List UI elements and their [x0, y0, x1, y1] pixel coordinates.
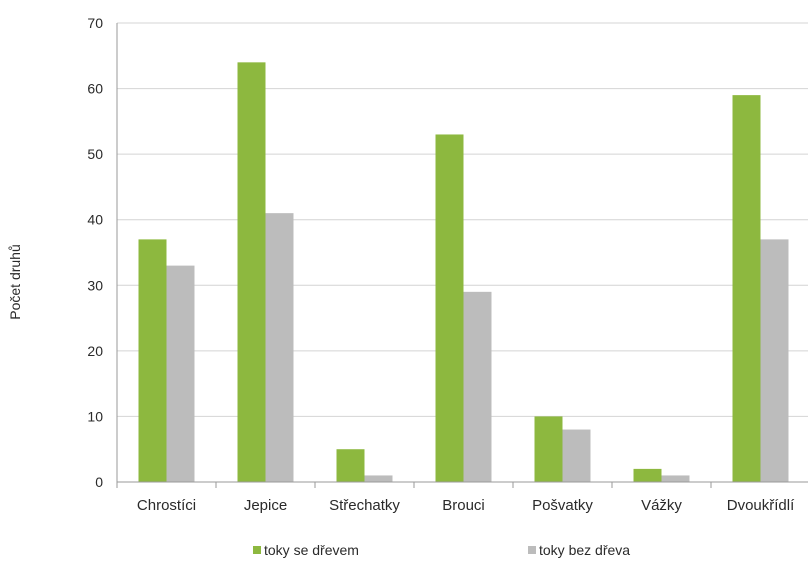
x-tick-label: Brouci: [442, 497, 485, 514]
legend-swatch: [528, 546, 536, 554]
y-axis-title: Počet druhů: [7, 244, 23, 320]
bar-with-wood: [732, 95, 761, 482]
y-tick-label: 0: [95, 474, 103, 490]
bar-with-wood: [336, 449, 365, 482]
legend-swatch: [253, 546, 261, 554]
y-tick-label: 40: [87, 212, 103, 228]
y-tick-label: 10: [87, 408, 103, 424]
x-tick-label: Vážky: [641, 497, 682, 514]
bar-without-wood: [463, 291, 492, 482]
bar-with-wood: [138, 239, 167, 482]
axes: 0 10 20 30 40 50 60 70 Chrostíci Jepice Střechatky…: [87, 15, 808, 514]
bar-without-wood: [265, 213, 294, 482]
y-tick-label: 70: [87, 15, 103, 31]
y-tick-label: 20: [87, 343, 103, 359]
bar-with-wood: [435, 134, 464, 482]
y-tick-label: 30: [87, 277, 103, 293]
x-tick-label: Dvoukřídlí: [727, 497, 795, 514]
bar-without-wood: [760, 239, 789, 482]
x-tick-label: Chrostíci: [137, 497, 196, 514]
bar-with-wood: [633, 468, 662, 482]
legend: toky se dřevem toky bez dřeva: [253, 542, 630, 558]
y-tick-label: 60: [87, 81, 103, 97]
legend-label: toky se dřevem: [264, 542, 359, 558]
bar-without-wood: [364, 475, 393, 482]
bar-without-wood: [562, 429, 591, 482]
bar-with-wood: [237, 62, 266, 482]
legend-label: toky bez dřeva: [539, 542, 630, 558]
y-tick-label: 50: [87, 146, 103, 162]
x-tick-label: Pošvatky: [532, 497, 593, 514]
bar-without-wood: [661, 475, 690, 482]
x-tick-label: Jepice: [244, 497, 287, 514]
x-tick-label: Střechatky: [329, 497, 400, 514]
bar-without-wood: [166, 265, 195, 482]
bar-with-wood: [534, 416, 563, 482]
bars: [138, 62, 789, 482]
